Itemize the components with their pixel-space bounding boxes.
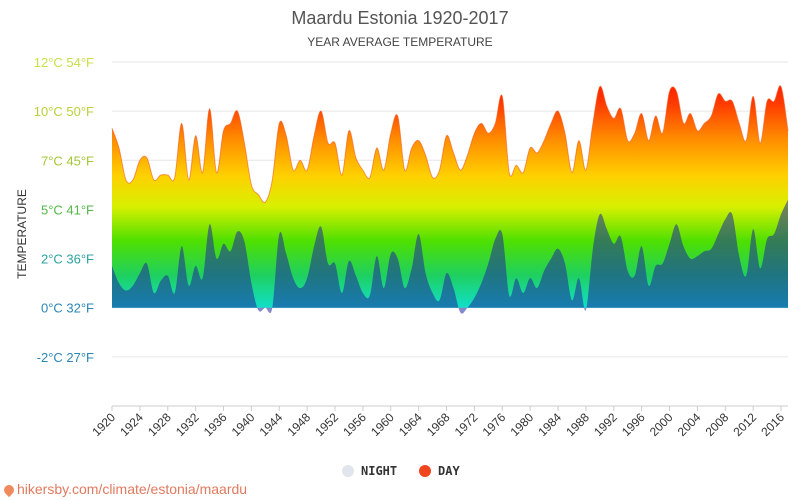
x-tick-label: 2012 [730, 410, 759, 439]
x-tick-label: 1936 [201, 410, 230, 439]
x-tick-label: 2016 [758, 410, 787, 439]
legend-night-label: NIGHT [361, 464, 397, 478]
x-tick-label: 1920 [89, 410, 118, 439]
y-tick-label: 7°C 45°F [41, 153, 94, 168]
x-tick-label: 1996 [619, 410, 648, 439]
x-tick-label: 1988 [563, 410, 592, 439]
x-tick-label: 1992 [591, 410, 620, 439]
x-tick-label: 1924 [117, 410, 146, 439]
x-tick-label: 1960 [368, 410, 397, 439]
legend-day-marker [419, 465, 431, 477]
y-tick-label: 10°C 50°F [34, 104, 94, 119]
legend: NIGHT DAY [342, 464, 460, 478]
x-tick-label: 2000 [647, 410, 676, 439]
x-axis-ticks: 1920 1924 1928 1932 1936 1940 1944 1948 1952 1956… [89, 406, 787, 439]
legend-item-day[interactable]: DAY [419, 464, 460, 478]
night-area [112, 199, 788, 314]
y-tick-label: -2°C 27°F [37, 350, 94, 365]
source-text: hikersby.com/climate/estonia/maardu [17, 481, 248, 497]
y-tick-label: 5°C 41°F [41, 202, 94, 217]
day-area [112, 85, 788, 308]
y-axis-label: TEMPERATURE [15, 189, 29, 279]
x-tick-label: 1984 [535, 410, 564, 439]
x-tick-label: 2004 [675, 410, 704, 439]
x-tick-label: 1972 [452, 410, 481, 439]
legend-night-marker [342, 465, 354, 477]
y-tick-label: 2°C 36°F [41, 252, 94, 267]
x-tick-label: 1964 [396, 410, 425, 439]
chart-title: Maardu Estonia 1920-2017 [291, 8, 508, 28]
x-tick-label: 1976 [480, 410, 509, 439]
x-tick-label: 1944 [257, 410, 286, 439]
x-tick-label: 1952 [312, 410, 341, 439]
day-series-line [111, 85, 789, 204]
x-tick-label: 1948 [284, 410, 313, 439]
x-tick-label: 1968 [424, 410, 453, 439]
legend-day-label: DAY [438, 464, 460, 478]
chart-subtitle: YEAR AVERAGE TEMPERATURE [307, 35, 492, 49]
source-link[interactable]: hikersby.com/climate/estonia/maardu [1, 481, 248, 498]
x-tick-label: 1980 [507, 410, 536, 439]
x-tick-label: 1940 [229, 410, 258, 439]
location-pin-icon [1, 482, 17, 498]
plot-area [111, 85, 789, 314]
y-axis-ticks: 12°C 54°F 10°C 50°F 7°C 45°F 5°C 41°F 2°C 36… [34, 55, 94, 365]
x-tick-label: 2008 [703, 410, 732, 439]
x-tick-label: 1932 [173, 410, 202, 439]
y-tick-label: 12°C 54°F [34, 55, 94, 70]
x-tick-label: 1928 [145, 410, 174, 439]
y-tick-label: 0°C 32°F [41, 301, 94, 316]
legend-item-night[interactable]: NIGHT [342, 464, 397, 478]
x-tick-label: 1956 [340, 410, 369, 439]
